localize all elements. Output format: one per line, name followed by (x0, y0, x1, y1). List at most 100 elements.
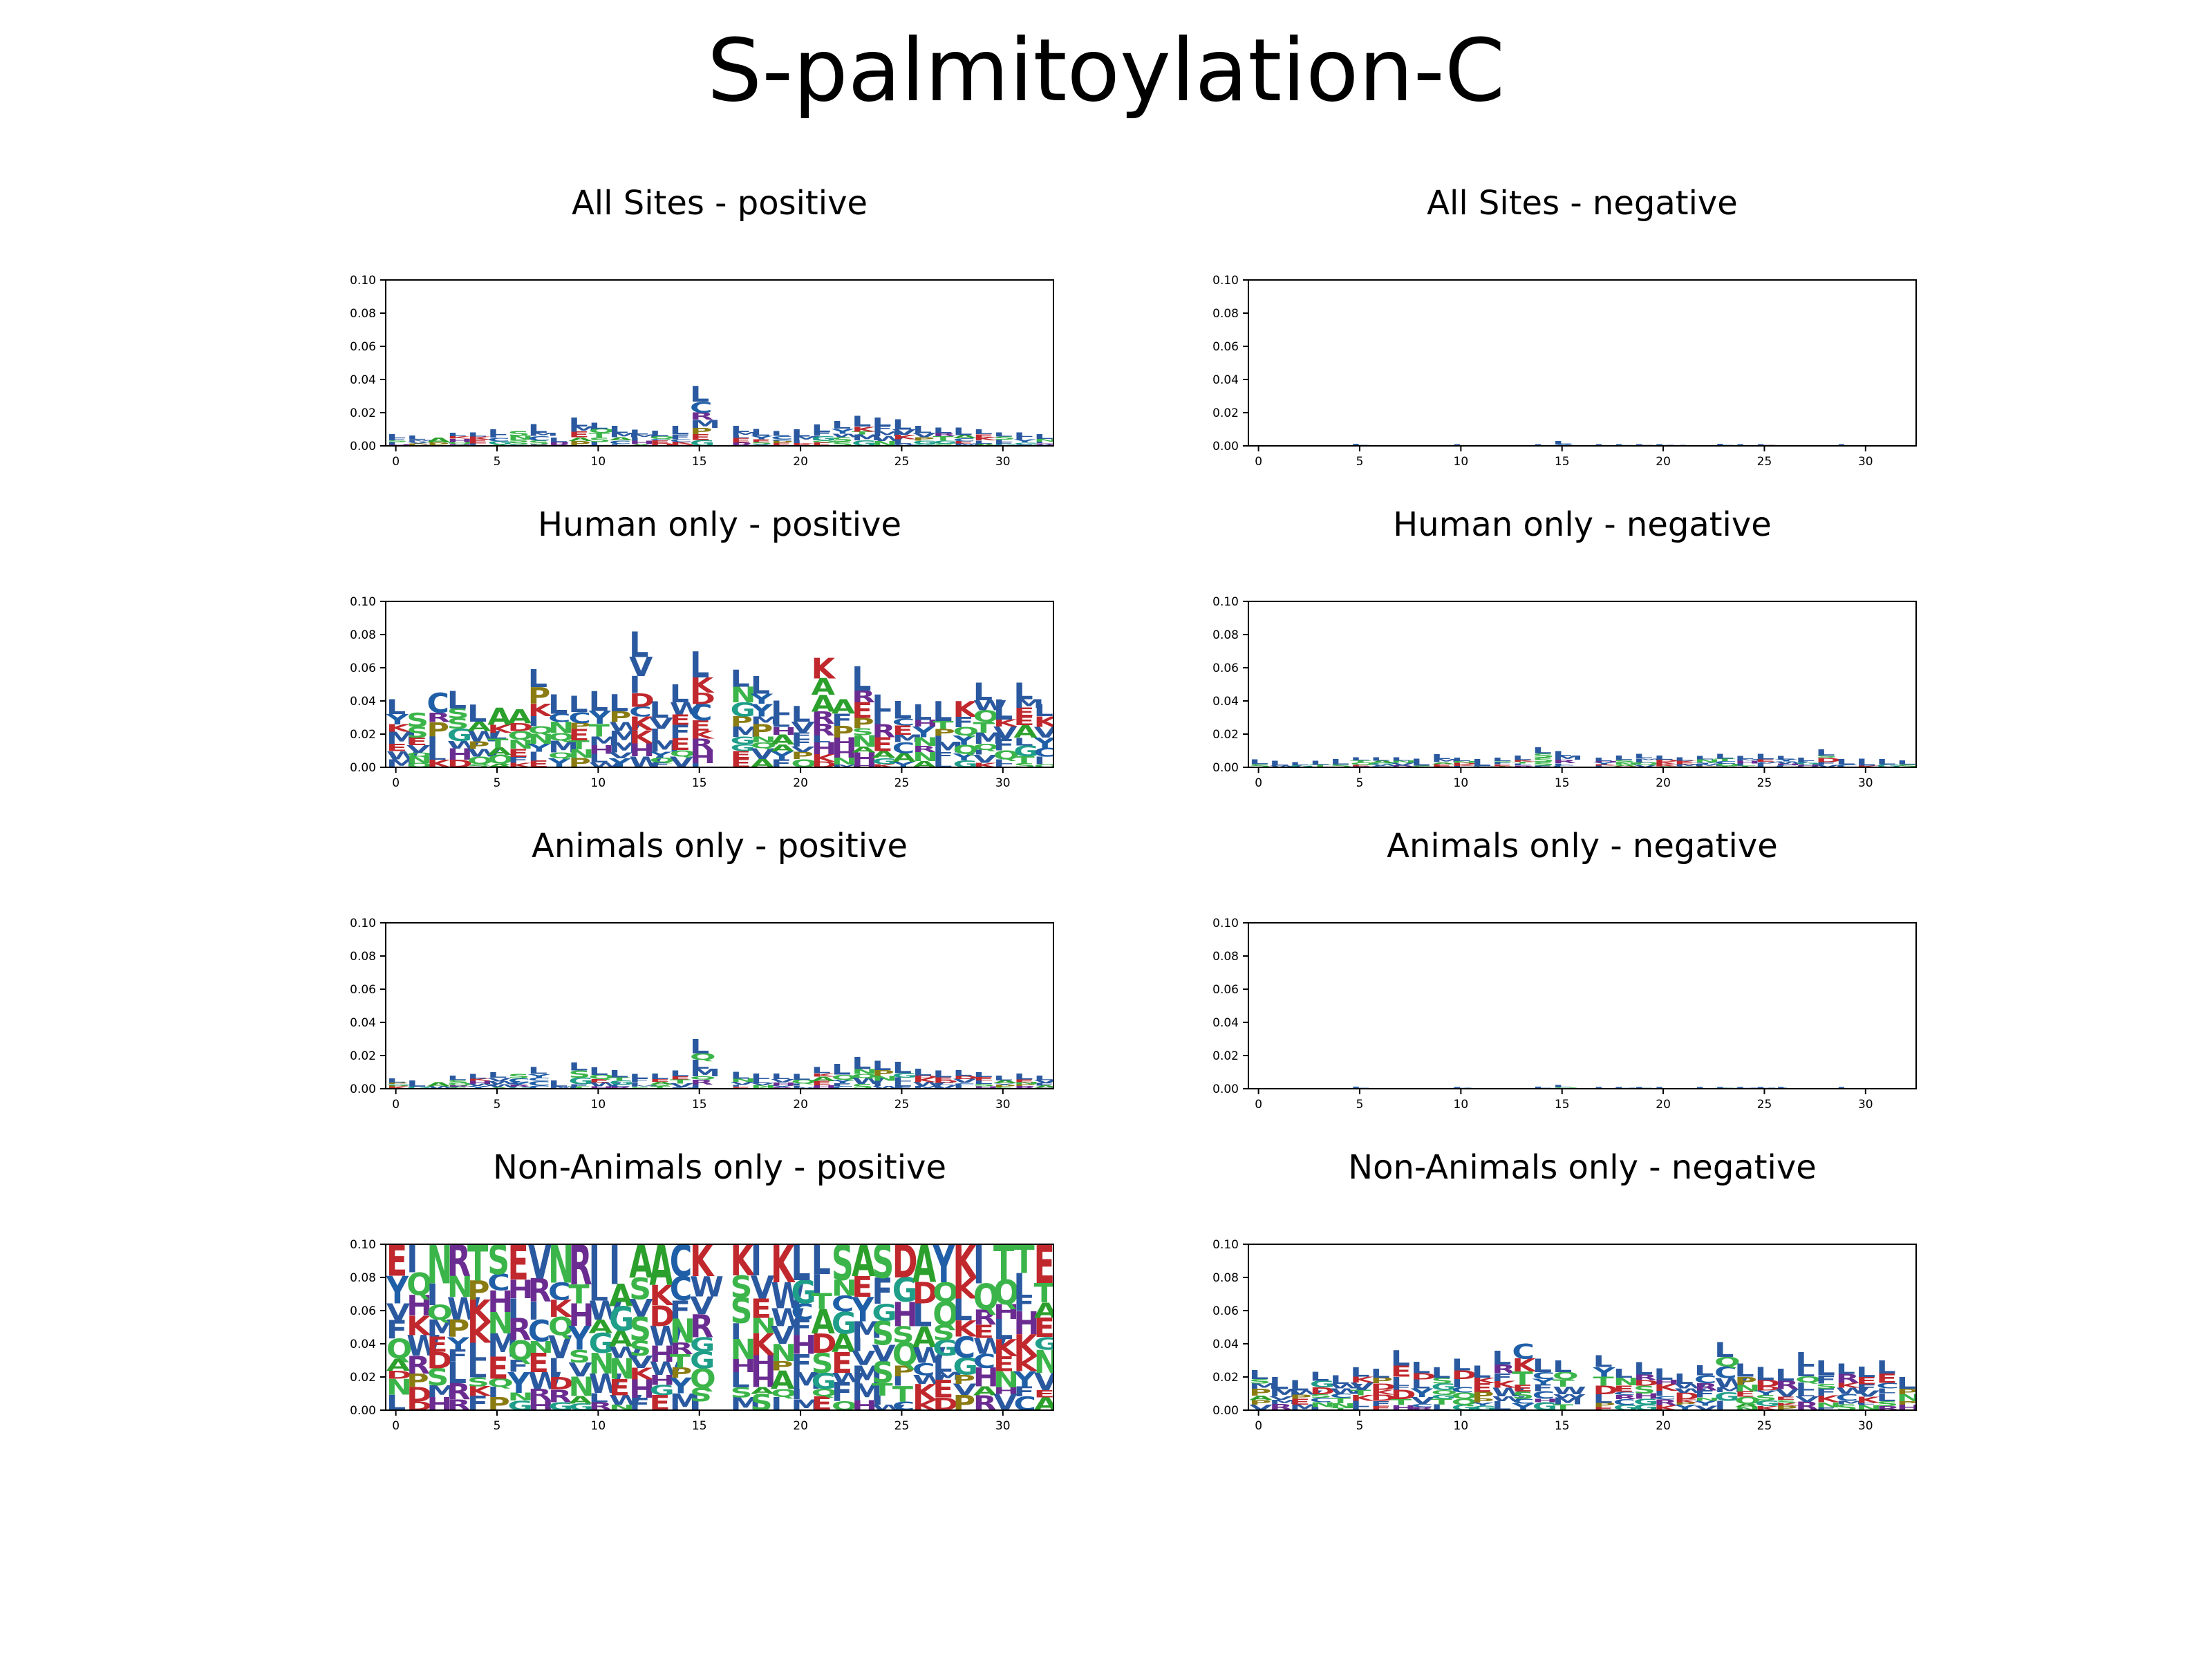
logo-letter: K (447, 436, 473, 440)
x-tick-label: 5 (1356, 776, 1364, 790)
logo-letter: L (1492, 1347, 1511, 1369)
logo-letter: S (629, 1336, 651, 1360)
logo-letter: T (467, 1235, 489, 1293)
logo-letter: Q (1452, 1391, 1478, 1400)
y-tick-label: 0.04 (1212, 373, 1239, 387)
logo-letter: H (993, 1300, 1019, 1324)
logo-letter: R (1876, 1405, 1900, 1412)
logo-letter: G (791, 1274, 816, 1311)
logo-letter: R (609, 1086, 632, 1089)
logo-letter: Q (832, 1074, 858, 1082)
logo-letter: L (1553, 1085, 1572, 1089)
logo-letter: R (508, 1313, 532, 1348)
logo-letter: S (629, 1087, 651, 1089)
logo-letter: Y (749, 691, 774, 707)
logo-letter: I (629, 673, 641, 699)
logo-letter: L (1310, 760, 1329, 767)
logo-letter: D (427, 1348, 452, 1374)
logo-letter: M (852, 1360, 882, 1389)
logo-letter: I (1034, 755, 1046, 767)
logo-letter: Y (952, 752, 976, 763)
logo-letter: D (649, 442, 675, 447)
logo-letter: K (406, 1310, 431, 1341)
logo-letter: L (1714, 1087, 1734, 1088)
logo-letter: L (872, 415, 891, 429)
logo-letter: A (812, 691, 836, 718)
logo-letter: Y (912, 724, 935, 741)
logo-letter: K (1350, 1375, 1376, 1385)
logo-letter: P (932, 727, 955, 738)
logo-letter: S (1431, 1376, 1453, 1385)
logo-letter: R (447, 1380, 471, 1405)
logo-letter: S (731, 1385, 753, 1401)
logo-letter: A (487, 444, 512, 447)
logo-letter: D (1452, 762, 1477, 765)
logo-letter: G (812, 435, 836, 442)
logo-letter: E (649, 1078, 670, 1082)
logo-letter: L (629, 626, 648, 666)
logo-letter: L (1795, 1389, 1815, 1398)
logo-letter: N (912, 735, 938, 749)
logo-letter: L (1533, 746, 1552, 756)
logo-letter: S (832, 440, 854, 447)
logo-letter: G (912, 440, 937, 446)
logo-letter: G (1013, 442, 1038, 445)
logo-letter: W (467, 1083, 501, 1087)
logo-letter: F (832, 711, 852, 731)
logo-letter: L (1836, 1361, 1855, 1377)
logo-letter: V (771, 1322, 794, 1350)
logo-letter: Q (589, 1074, 615, 1080)
logo-letter: A (487, 762, 512, 769)
logo-letter: L (771, 697, 790, 720)
logo-letter: M (609, 432, 639, 439)
logo-letter: L (973, 1071, 993, 1078)
logo-letter: Q (973, 708, 1000, 726)
logo-letter: Q (1553, 1087, 1579, 1089)
logo-letter: M (1674, 764, 1705, 767)
logo-letter: L (812, 422, 831, 435)
logo-letter: Q (791, 757, 817, 770)
logo-letter: W (1330, 1382, 1364, 1389)
logo-letter: L (1553, 762, 1572, 765)
logo-letter: G (731, 742, 756, 753)
logo-letter: C (953, 1331, 976, 1365)
logo-letter: K (1452, 764, 1477, 766)
x-tick-label: 25 (894, 1419, 910, 1433)
logo-letter: L (1330, 758, 1349, 767)
logo-letter: A (1249, 1394, 1273, 1402)
logo-letter: Y (851, 1291, 874, 1329)
logo-letter: D (406, 1383, 432, 1407)
logo-letter: G (993, 444, 1018, 446)
logo-letter: W (467, 729, 501, 745)
logo-letter: L (993, 1313, 1013, 1345)
logo-letter: L (1755, 1087, 1774, 1088)
x-tick-label: 25 (1757, 455, 1772, 469)
logo-letter: K (670, 442, 695, 445)
logo-letter: I (1452, 1377, 1463, 1390)
logo-letter: L (467, 1357, 487, 1383)
logo-letter: C (548, 1278, 571, 1306)
y-tick-label: 0.02 (350, 1371, 376, 1385)
logo-letter: A (751, 1385, 775, 1396)
logo-letter: I (892, 1374, 904, 1389)
logo-letter: H (447, 438, 473, 443)
logo-letter: V (1816, 765, 1840, 768)
logo-letter: I (993, 764, 1005, 769)
logo-letter: T (932, 435, 954, 442)
logo-letter: S (973, 1083, 995, 1087)
logo-letter: L (1289, 1378, 1309, 1394)
y-tick-label: 0.10 (1212, 1238, 1239, 1252)
logo-letter: L (1034, 1074, 1053, 1081)
logo-letter: L (447, 687, 467, 715)
logo-letter: S (447, 716, 469, 733)
logo-letter: S (508, 442, 530, 446)
